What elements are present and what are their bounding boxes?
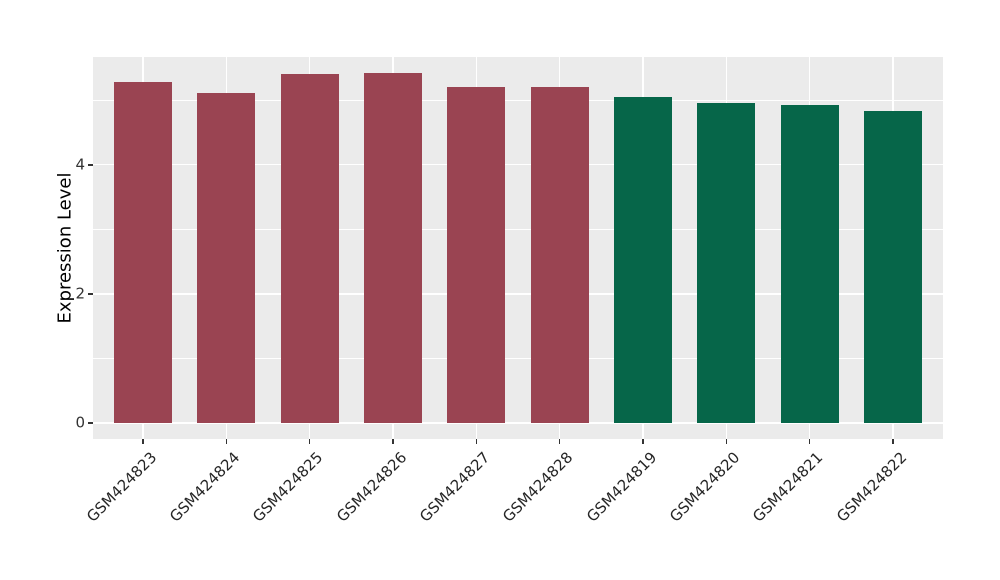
x-tick-mark xyxy=(225,439,228,444)
bar-GSM424820 xyxy=(697,103,756,423)
bar-GSM424828 xyxy=(530,87,589,423)
x-tick-mark xyxy=(892,439,894,444)
y-tick-mark xyxy=(87,164,93,166)
chart-panel xyxy=(93,57,943,439)
x-tick-mark xyxy=(475,439,478,444)
x-tick-mark xyxy=(558,439,561,444)
x-tick-mark xyxy=(308,439,311,444)
bar-GSM424824 xyxy=(197,92,256,423)
x-tick-label: GSM424820 xyxy=(666,448,744,526)
x-tick-label: GSM424826 xyxy=(332,448,411,526)
x-tick-label: GSM424827 xyxy=(416,448,494,526)
x-tick-mark xyxy=(808,439,811,444)
x-tick-label: GSM424822 xyxy=(832,448,911,526)
x-tick-mark xyxy=(392,439,394,444)
x-tick-label: GSM424823 xyxy=(82,448,161,526)
x-tick-mark xyxy=(642,439,644,444)
bar-GSM424827 xyxy=(447,87,506,423)
bar-GSM424826 xyxy=(364,73,422,423)
x-tick-label: GSM424828 xyxy=(499,448,577,526)
x-tick-label: GSM424819 xyxy=(582,448,661,526)
gridline-major xyxy=(93,422,943,424)
gridline-major xyxy=(93,293,943,295)
bar-GSM424822 xyxy=(864,110,922,423)
x-tick-label: GSM424821 xyxy=(749,448,827,526)
x-tick-mark xyxy=(142,439,144,444)
bar-GSM424823 xyxy=(114,82,172,423)
gridline-minor xyxy=(93,99,943,101)
y-tick-mark xyxy=(87,293,93,295)
bar-GSM424819 xyxy=(614,97,672,423)
gridline-minor xyxy=(93,228,943,230)
x-tick-mark xyxy=(725,439,728,444)
gridline-minor xyxy=(93,358,943,359)
bar-GSM424825 xyxy=(280,74,339,423)
y-tick-mark xyxy=(87,422,93,424)
y-tick-label: 4 xyxy=(75,155,85,174)
y-axis-title: Expression Level xyxy=(54,172,76,324)
x-tick-label: GSM424825 xyxy=(249,448,327,526)
bar-GSM424821 xyxy=(780,105,839,423)
y-tick-label: 2 xyxy=(75,284,85,303)
x-tick-label: GSM424824 xyxy=(166,448,244,526)
y-tick-label: 0 xyxy=(75,413,85,432)
gridline-major xyxy=(93,164,943,166)
